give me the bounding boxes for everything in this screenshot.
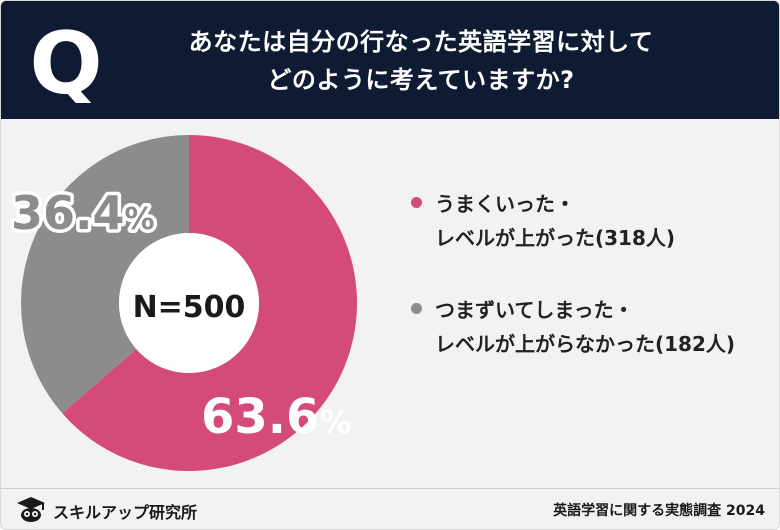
legend-line-1: つまずいてしまった・ xyxy=(435,298,634,322)
legend-item-positive: うまくいった・ レベルが上がった(318人) xyxy=(411,187,771,255)
q-letter-icon: Q xyxy=(29,17,102,103)
center-label: N=500 xyxy=(133,290,246,325)
footer: スキルアップ研究所 英語学習に関する実態調査 2024 xyxy=(1,488,779,529)
question-header: Q あなたは自分の行なった英語学習に対して どのように考えていますか? xyxy=(1,1,779,119)
data-label-negative-value: 36.4 xyxy=(11,186,125,240)
data-label-negative: 36.4% xyxy=(11,186,155,240)
donut-hole xyxy=(119,233,259,373)
question-text: あなたは自分の行なった英語学習に対して どのように考えていますか? xyxy=(141,23,701,99)
legend-dot-negative xyxy=(411,303,422,314)
donut-chart: N=500 63.6% 36.4% xyxy=(8,135,358,471)
legend-line-1: うまくいった・ xyxy=(435,192,575,216)
legend-dot-positive xyxy=(411,197,422,208)
q-letter: Q xyxy=(29,17,102,103)
data-label-negative-unit: % xyxy=(125,202,155,237)
graduation-owl-icon xyxy=(17,497,45,522)
data-label-positive-value: 63.6 xyxy=(201,389,319,445)
brand-name: スキルアップ研究所 xyxy=(53,503,198,522)
legend-line-2: レベルが上がらなかった(182人) xyxy=(435,332,736,356)
data-label-positive: 63.6% xyxy=(201,389,352,445)
donut-slices xyxy=(21,135,358,471)
legend-line-2: レベルが上がった(318人) xyxy=(435,226,676,250)
slice-negative xyxy=(21,135,189,414)
legend: うまくいった・ レベルが上がった(318人) つまずいてしまった・ レベルが上が… xyxy=(411,187,771,399)
legend-item-negative: つまずいてしまった・ レベルが上がらなかった(182人) xyxy=(411,293,771,361)
data-label-positive-unit: % xyxy=(319,403,351,441)
question-line-1: あなたは自分の行なった英語学習に対して xyxy=(188,28,654,56)
survey-source: 英語学習に関する実態調査 2024 xyxy=(553,503,765,519)
slice-positive xyxy=(62,135,358,471)
question-line-2: どのように考えていますか? xyxy=(267,66,575,94)
